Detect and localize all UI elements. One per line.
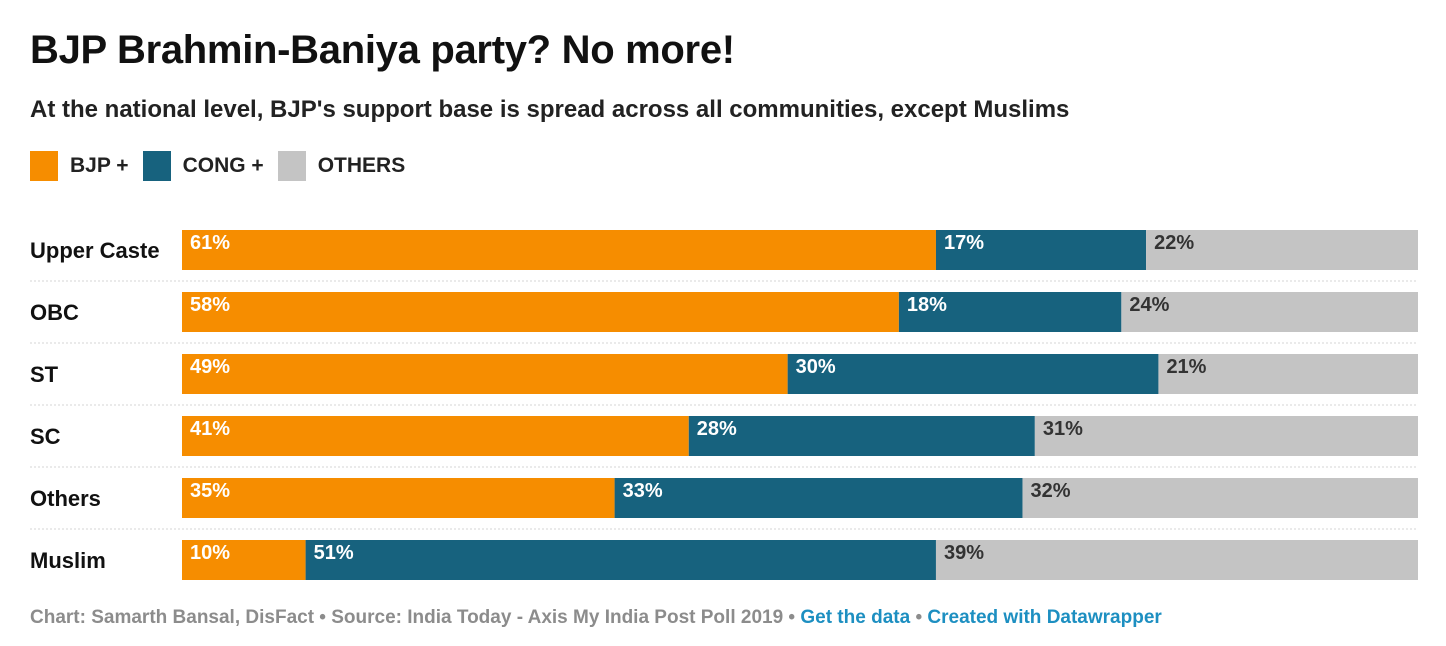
data-label-sc-others: 31% [1043, 418, 1083, 440]
data-label-st-bjp: 49% [190, 356, 230, 378]
row-label-sc: SC [30, 424, 61, 449]
bar-muslim-others [935, 540, 1418, 580]
chart-subtitle: At the national level, BJP's support bas… [30, 96, 1070, 123]
data-label-upper-caste-others: 22% [1154, 232, 1194, 254]
legend-swatch-bjp [30, 151, 58, 181]
created-with-datawrapper-link[interactable]: Created with Datawrapper [927, 607, 1162, 628]
row-label-muslim: Muslim [30, 548, 106, 573]
data-label-others-cong: 33% [623, 480, 663, 502]
footer-source: Source: India Today - Axis My India Post… [331, 607, 784, 628]
legend-label-bjp: BJP + [70, 154, 129, 177]
bar-obc-cong [898, 292, 1122, 332]
stacked-bar-chart: Upper Caste 61% 17% 22% OBC 58% 18% 24% ST 49% 30%… [30, 230, 1418, 580]
footer-credit: Chart: Samarth Bansal, DisFact [30, 607, 315, 628]
bar-st-others [1158, 354, 1418, 394]
bar-upper-caste-cong [935, 230, 1147, 270]
legend-swatch-others [277, 151, 306, 181]
bar-upper-caste-bjp [182, 230, 936, 270]
data-label-others-bjp: 35% [190, 480, 230, 502]
row-label-upper-caste: Upper Caste [30, 238, 160, 263]
legend-item-cong: CONG + [142, 151, 264, 181]
legend-item-bjp: BJP + [30, 151, 129, 181]
bar-others-cong [614, 478, 1023, 518]
row-label-obc: OBC [30, 300, 79, 325]
bar-muslim-cong [305, 540, 936, 580]
data-label-muslim-others: 39% [944, 542, 984, 564]
row-label-others: Others [30, 486, 101, 511]
data-label-obc-cong: 18% [907, 294, 947, 316]
bar-obc-bjp [182, 292, 899, 332]
footer-separator: • [783, 607, 801, 628]
bar-upper-caste-others [1146, 230, 1418, 270]
data-label-upper-caste-bjp: 61% [190, 232, 230, 254]
bar-sc-cong [688, 416, 1035, 456]
bar-others-others [1022, 478, 1418, 518]
data-label-sc-cong: 28% [697, 418, 737, 440]
bar-obc-others [1121, 292, 1418, 332]
legend-label-others: OTHERS [317, 154, 406, 177]
bar-muslim-bjp [182, 540, 306, 580]
bar-others-bjp [182, 478, 615, 518]
bar-sc-others [1034, 416, 1418, 456]
row-label-st: ST [30, 362, 59, 387]
data-label-muslim-bjp: 10% [190, 542, 230, 564]
get-the-data-link[interactable]: Get the data [800, 607, 911, 628]
legend: BJP + CONG + OTHERS [30, 150, 419, 182]
bar-st-cong [787, 354, 1159, 394]
legend-label-cong: CONG + [182, 154, 264, 177]
chart-footer: Chart: Samarth Bansal, DisFact • Source:… [30, 607, 1162, 629]
legend-swatch-cong [142, 151, 171, 181]
legend-item-others: OTHERS [277, 151, 406, 181]
footer-separator: • [314, 607, 332, 628]
bar-st-bjp [182, 354, 788, 394]
data-label-st-others: 21% [1166, 356, 1206, 378]
data-label-others-others: 32% [1030, 480, 1070, 502]
data-label-muslim-cong: 51% [314, 542, 354, 564]
data-label-upper-caste-cong: 17% [944, 232, 984, 254]
bar-sc-bjp [182, 416, 689, 456]
footer-separator: • [910, 607, 928, 628]
data-label-obc-bjp: 58% [190, 294, 230, 316]
chart-title: BJP Brahmin-Baniya party? No more! [30, 28, 735, 72]
data-label-sc-bjp: 41% [190, 418, 230, 440]
data-label-st-cong: 30% [796, 356, 836, 378]
data-label-obc-others: 24% [1129, 294, 1169, 316]
